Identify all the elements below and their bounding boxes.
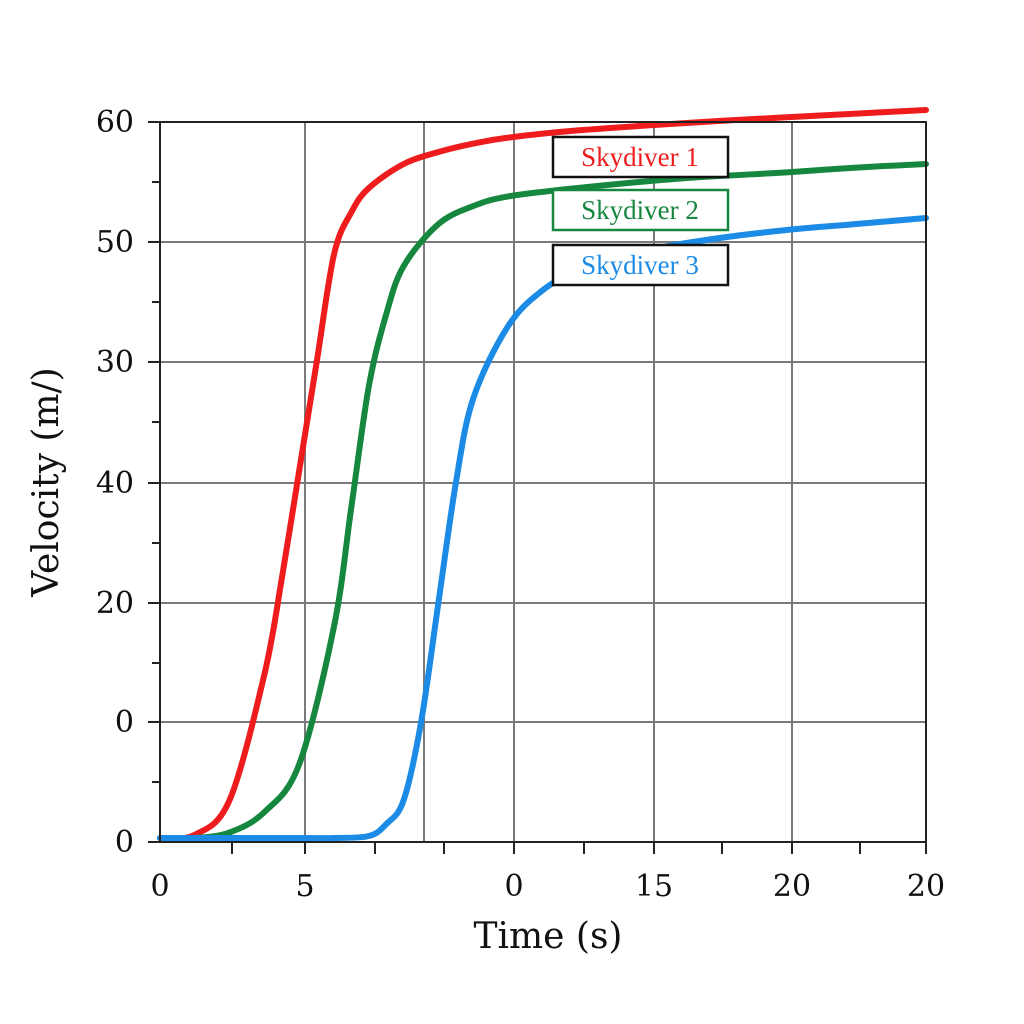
y-tick-label: 50 — [96, 225, 134, 260]
series-line-1 — [157, 107, 929, 842]
y-tick-label: 60 — [96, 105, 134, 140]
y-tick-labels: 0 0 20 40 30 50 60 — [96, 105, 134, 860]
y-tick-label: 30 — [96, 345, 134, 380]
y-tick-label: 20 — [96, 586, 134, 621]
x-tick-label: 0 — [150, 869, 169, 904]
y-tick-label: 40 — [96, 466, 134, 501]
y-tick-label: 0 — [115, 825, 134, 860]
legend: Skydiver 1 Skydiver 2 Skydiver 3 — [551, 135, 730, 287]
legend-box-3 — [551, 243, 730, 287]
x-tick-label: 5 — [295, 869, 314, 904]
x-axis-title: Time (s) — [474, 916, 623, 957]
legend-label-3: Skydiver 3 — [581, 250, 699, 280]
y-tick-label: 0 — [115, 705, 134, 740]
axis-ticks — [148, 121, 927, 854]
legend-box-1 — [551, 135, 730, 179]
legend-label-2: Skydiver 2 — [581, 195, 699, 225]
legend-box-2 — [551, 188, 730, 232]
y-axis-title: Velocity (m/) — [26, 367, 67, 597]
x-tick-label: 0 — [504, 869, 523, 904]
x-tick-label: 15 — [635, 869, 673, 904]
x-tick-label: 20 — [773, 869, 811, 904]
legend-label-1: Skydiver 1 — [581, 142, 699, 172]
x-tick-labels: 0 5 0 15 20 20 — [150, 869, 945, 904]
grid-lines — [160, 122, 926, 842]
x-tick-label: 20 — [907, 869, 945, 904]
series-line-3 — [157, 215, 929, 842]
